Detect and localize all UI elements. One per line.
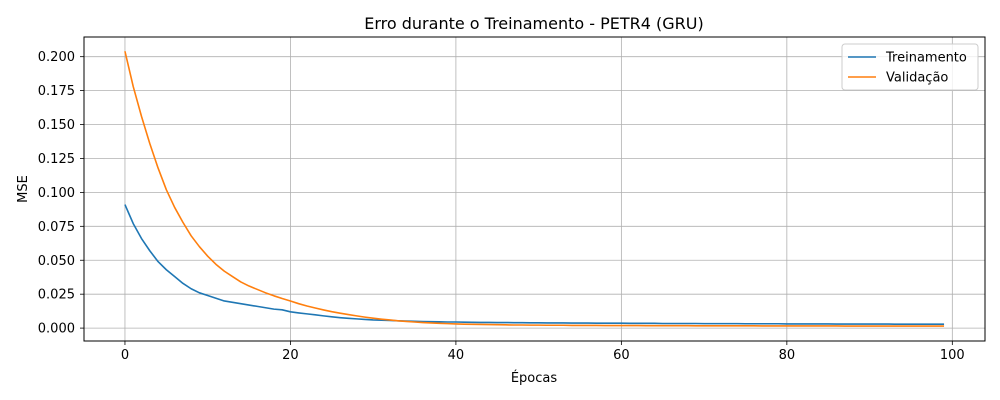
y-tick-label: 0.050 [38,254,75,269]
chart-title: Erro durante o Treinamento - PETR4 (GRU) [364,14,704,33]
series-line-validacao [124,51,945,327]
y-tick-label: 0.100 [38,186,75,201]
grid [84,37,985,341]
x-tick-label: 60 [613,348,630,363]
x-tick-label: 0 [121,348,129,363]
y-tick-label: 0.175 [38,84,75,99]
y-tick-label: 0.075 [38,220,75,235]
x-axis-label: Épocas [511,370,558,386]
y-tick-label: 0.125 [38,152,75,167]
y-tick-label: 0.200 [38,50,75,65]
legend-label: Treinamento [885,51,967,66]
axis-ticks: 0 20 40 60 80 100 0.000 0.025 0.050 0.075 0.100 0.1… [38,50,965,363]
x-tick-label: 100 [940,348,965,363]
y-tick-label: 0.000 [38,322,75,337]
y-tick-label: 0.025 [38,288,75,303]
series-lines [124,51,945,327]
legend: Treinamento Validação [841,43,979,91]
x-tick-label: 20 [282,348,299,363]
legend-label: Validação [886,71,948,86]
plot-frame [83,36,986,342]
y-tick-label: 0.150 [38,118,75,133]
legend-box [841,43,979,91]
x-tick-label: 40 [448,348,465,363]
x-tick-label: 80 [779,348,796,363]
y-axis-label: MSE [16,175,31,203]
series-line-treinamento [124,204,945,325]
